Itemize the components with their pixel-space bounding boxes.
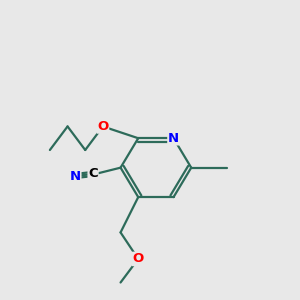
Text: C: C — [88, 167, 98, 180]
Text: O: O — [133, 252, 144, 266]
Text: N: N — [70, 170, 81, 183]
Text: N: N — [168, 132, 179, 145]
Text: O: O — [97, 120, 109, 133]
